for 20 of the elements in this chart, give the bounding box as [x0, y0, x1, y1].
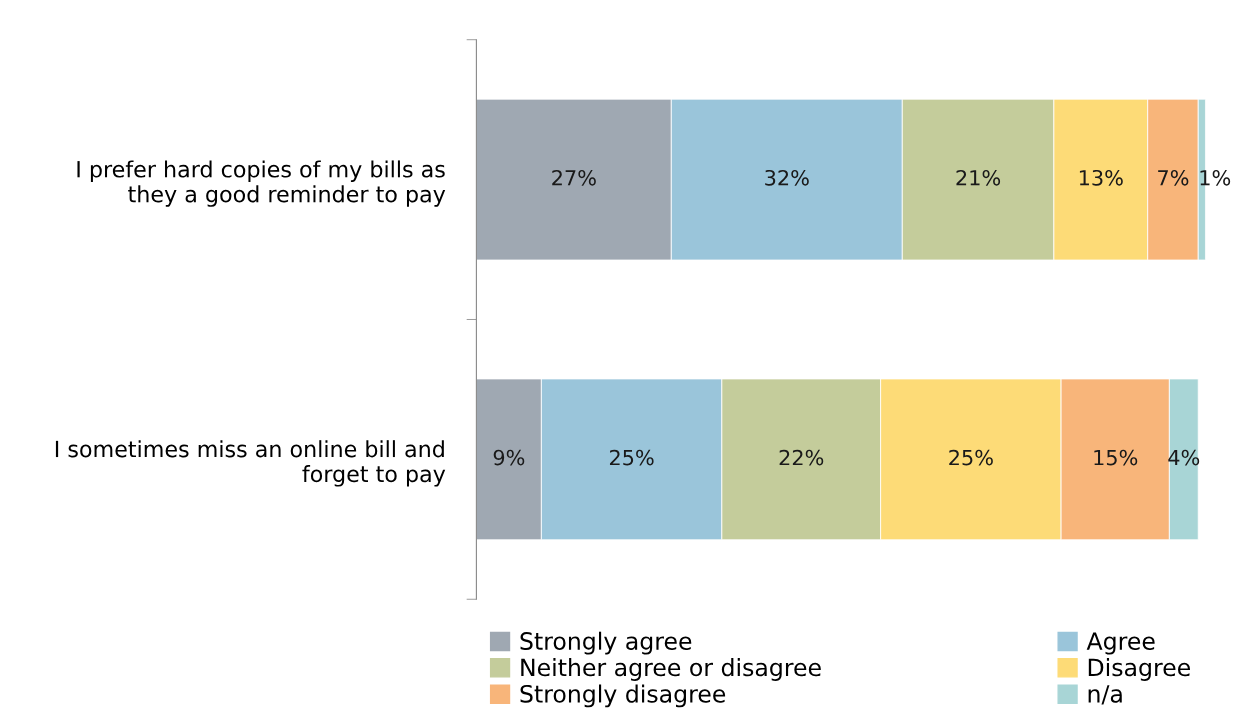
y-tick-label: I prefer hard copies of my bills as they a good reminder to pay: [77, 160, 446, 207]
legend-label: Strongly disagree: [520, 684, 726, 708]
legend-label: Disagree: [1088, 658, 1190, 681]
legend-label: Strongly agree: [520, 631, 692, 655]
legend-label: Neither agree or disagree: [521, 658, 821, 681]
data-label: 4%: [1168, 449, 1200, 466]
data-label: 21%: [956, 169, 1001, 186]
data-label: 9%: [493, 449, 525, 466]
data-label: 13%: [1079, 169, 1123, 186]
data-label: 25%: [949, 449, 993, 466]
data-label: 32%: [765, 169, 809, 186]
data-label: 1%: [1200, 169, 1231, 186]
legend-label: Agree: [1086, 632, 1155, 655]
data-label: 7%: [1158, 169, 1189, 186]
data-label: 25%: [609, 449, 654, 466]
data-label: 22%: [779, 449, 824, 466]
data-label: 27%: [552, 169, 596, 186]
legend-label: n/a: [1088, 685, 1122, 705]
data-label: 15%: [1094, 449, 1138, 466]
y-tick-label: I sometimes miss an online bill and forget to pay: [55, 440, 446, 487]
